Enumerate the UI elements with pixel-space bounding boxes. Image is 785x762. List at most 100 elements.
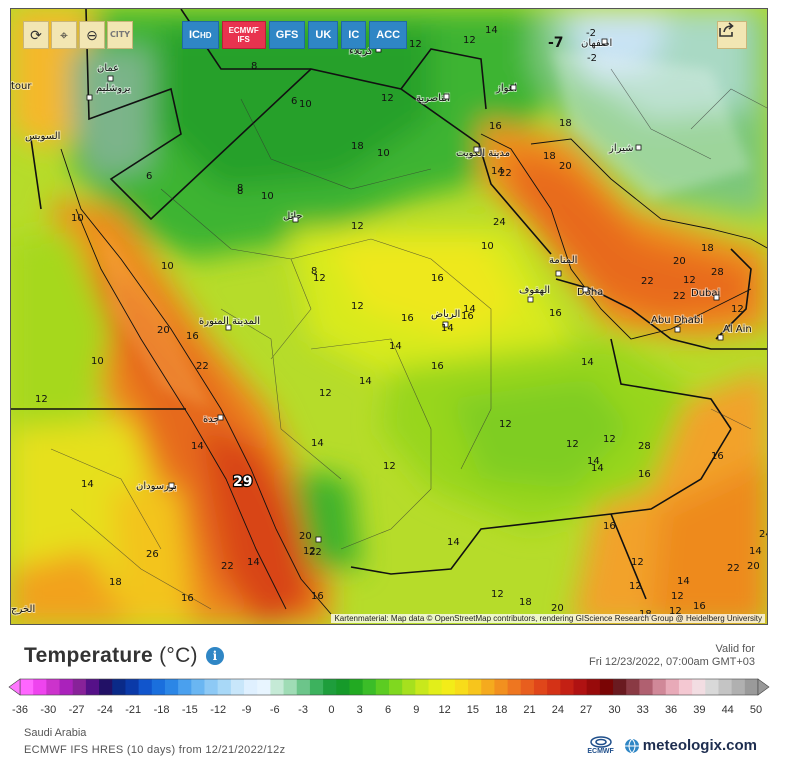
temperature-map[interactable]: عمان يروشليم السويس كربلاء الناصرية اهوا…	[10, 8, 768, 625]
temperature-value-label: 24	[493, 217, 506, 228]
temperature-value-label: 14	[441, 323, 454, 334]
scale-color-cell	[244, 679, 258, 695]
scale-tick-label: 3	[356, 704, 363, 716]
temperature-value-label: 18	[543, 151, 556, 162]
scale-color-cell	[626, 679, 640, 695]
scale-color-cell	[138, 679, 153, 695]
temperature-value-label: 22	[196, 361, 209, 372]
temperature-value-label: 14	[587, 456, 600, 467]
temperature-value-label: 12	[499, 419, 512, 430]
scale-color-cell	[99, 679, 113, 695]
temperature-value-label: 16	[549, 308, 562, 319]
temperature-value-label: 16	[603, 521, 616, 532]
brand-logo[interactable]: meteologix.com	[624, 737, 757, 754]
scale-color-cell	[46, 679, 61, 695]
scale-color-cell	[323, 679, 337, 695]
temperature-value-label: 20	[551, 603, 564, 614]
valid-time-value: Fri 12/23/2022, 07:00am GMT+03	[588, 656, 755, 668]
zoom-icon[interactable]: ⊖	[79, 21, 105, 49]
temperature-value-label: 22	[221, 561, 234, 572]
scale-color-cell	[230, 679, 245, 695]
model-button-ic[interactable]: IC	[341, 21, 367, 49]
temperature-value-label: 26	[146, 549, 159, 560]
temperature-value-label: 8	[237, 186, 243, 197]
scale-tick-label: 0	[328, 704, 335, 716]
scale-color-cell	[151, 679, 166, 695]
scale-color-cell	[309, 679, 324, 695]
city-toggle-button[interactable]: CITY	[107, 21, 133, 49]
city-label: اصفهان	[581, 38, 612, 49]
city-label: Doha	[577, 287, 603, 298]
scale-color-cell	[573, 679, 588, 695]
scale-color-cell	[33, 679, 47, 695]
temperature-value-label: 12	[631, 557, 644, 568]
temperature-value-label: 12	[463, 35, 476, 46]
reload-icon[interactable]: ⟳	[23, 21, 49, 49]
temperature-value-label: 16	[461, 311, 474, 322]
temperature-value-label: 10	[71, 213, 84, 224]
model-button-acc[interactable]: ACC	[369, 21, 408, 49]
temperature-value-label: 14	[359, 376, 372, 387]
scale-tick-label: -18	[153, 704, 170, 716]
scale-color-cell	[613, 679, 627, 695]
scale-color-cell	[375, 679, 390, 695]
scale-color-cell	[520, 679, 535, 695]
scale-color-cell	[72, 679, 87, 695]
info-icon[interactable]: i	[205, 647, 224, 665]
scale-color-cell	[692, 679, 706, 695]
temperature-value-label: 12	[351, 221, 364, 232]
temperature-value-label: 8	[237, 183, 243, 194]
model-selector: IC HD ECMWF IFS GFS UK IC ACC	[182, 21, 408, 49]
scale-color-cell	[560, 679, 574, 695]
temperature-value-label: 22	[673, 291, 686, 302]
temperature-value-label: 16	[181, 593, 194, 604]
temperature-value-label: 20	[157, 325, 170, 336]
temperature-value-label: 12	[491, 589, 504, 600]
scale-color-cell	[652, 679, 667, 695]
city-label: الرياض	[431, 309, 460, 320]
scale-tick-label: -6	[269, 704, 280, 716]
scale-color-cell	[494, 679, 509, 695]
temperature-value-label: 18	[109, 577, 122, 588]
temperature-value-label: 24	[759, 529, 768, 540]
city-label: المدينة المنورة	[199, 316, 260, 327]
temperature-value-label: 22	[499, 168, 512, 179]
scale-color-cell	[454, 679, 469, 695]
temperature-value-label: 16	[693, 601, 706, 612]
valid-time: Valid for Fri 12/23/2022, 07:00am GMT+03	[589, 643, 755, 669]
scale-tick-label: -36	[12, 704, 28, 716]
model-button-ecmwf-ifs[interactable]: ECMWF IFS	[221, 21, 266, 49]
model-label: IC	[189, 29, 200, 41]
legend-title-text: Temperature	[24, 644, 153, 667]
temperature-value-label: 16	[489, 121, 502, 132]
map-canvas[interactable]: عمان يروشليم السويس كربلاء الناصرية اهوا…	[11, 9, 768, 625]
location-pin-icon[interactable]: ⌖	[51, 21, 77, 49]
temperature-value-label: 14	[485, 25, 498, 36]
temperature-value-label: 20	[559, 161, 572, 172]
temperature-value-label: 16	[311, 591, 324, 602]
temperature-value-label: 14	[581, 357, 594, 368]
temperature-value-label: 14	[463, 304, 476, 315]
city-label: جدة	[203, 414, 220, 425]
scale-right-arrow	[757, 678, 770, 696]
scale-color-cell	[731, 679, 746, 695]
temperature-value-label: 14	[81, 479, 94, 490]
temperature-value-label: 12	[381, 93, 394, 104]
scale-left-arrow	[8, 678, 21, 696]
share-button[interactable]	[717, 21, 747, 49]
model-button-uk[interactable]: UK	[308, 21, 339, 49]
scale-color-cell	[362, 679, 377, 695]
temperature-value-label: 12	[629, 581, 642, 592]
city-label: شيراز	[608, 143, 634, 154]
temperature-value-label: 10	[91, 356, 104, 367]
city-markers	[86, 38, 724, 543]
share-icon	[719, 22, 734, 37]
temperature-value-label: 12	[731, 304, 744, 315]
temperature-value-label: 22	[641, 276, 654, 287]
model-button-ichd[interactable]: IC HD	[182, 21, 219, 49]
ecmwf-logo: ECMWF	[587, 736, 614, 755]
temperature-value-label: 12	[603, 434, 616, 445]
temperature-value-label: 10	[161, 261, 174, 272]
model-button-gfs[interactable]: GFS	[268, 21, 306, 49]
scale-tick-label: -21	[125, 704, 142, 716]
